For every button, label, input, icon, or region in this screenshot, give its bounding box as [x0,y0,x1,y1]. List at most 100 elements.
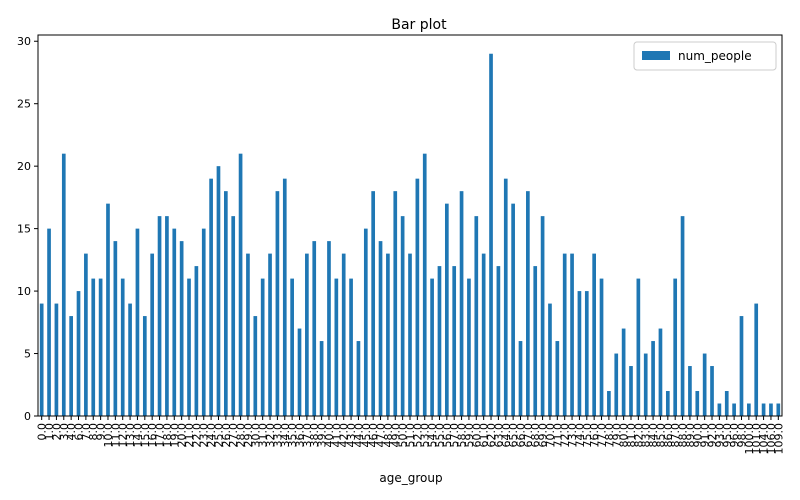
x-tick-label: 77.0 [596,423,609,448]
bar [599,278,604,416]
x-tick-label: 14.0 [131,423,144,448]
bar [629,366,633,416]
bar [238,153,243,417]
y-tick-label: 5 [24,348,31,361]
bar [548,303,552,416]
x-tick-label: 3.0 [58,423,71,441]
bar [106,203,110,416]
x-tick-label: 41.0 [330,423,343,448]
bar [349,278,353,416]
bar [776,403,781,416]
chart-title: Bar plot [391,17,447,33]
x-tick-label: 27.0 [227,423,240,448]
x-tick-label: 101.0 [750,423,763,455]
bar [209,178,213,416]
x-tick-label: 4.0 [65,423,78,441]
x-tick-label: 25.0 [212,423,225,448]
bar [724,391,729,416]
bar [717,403,722,416]
bar [54,303,59,416]
x-tick-label: 55.0 [433,423,446,448]
bar [341,253,346,416]
x-axis-label: age_group [379,471,442,485]
bar [437,266,442,416]
x-tick-label: 46.0 [367,423,380,448]
bar [378,241,383,416]
bar [319,341,324,416]
x-tick-label: 28.0 [235,423,248,448]
x-tick-label: 64.0 [500,423,513,448]
bar [224,191,228,416]
bar [327,241,331,416]
x-tick-label: 62.0 [485,423,498,448]
x-tick-label: 49.0 [389,423,402,448]
bar [526,191,530,416]
x-tick-label: 39.0 [316,423,329,448]
bar [584,291,589,416]
bar [673,278,678,416]
bar [467,278,471,416]
bar [643,353,648,416]
bar [555,341,560,416]
bar [496,266,501,416]
bar [518,341,523,416]
bar [651,341,655,416]
x-tick-label: 17.0 [154,423,167,448]
bar [577,291,582,416]
bar [607,391,611,416]
bar [231,216,236,416]
bar [688,366,692,416]
bar [290,278,294,416]
bar [69,316,73,416]
y-tick-label: 25 [17,98,31,111]
x-tick-label: 70.0 [544,423,557,448]
bar [305,253,309,416]
bar [400,216,405,416]
x-tick-label: 54.0 [426,423,439,448]
x-tick-label: 91.0 [699,423,712,448]
bar [386,253,390,416]
x-tick-label: 79.0 [610,423,623,448]
x-tick-label: 10.0 [102,423,115,448]
x-tick-label: 24.0 [205,423,218,448]
x-tick-label: 85.0 [654,423,667,448]
bar [98,278,103,416]
x-tick-label: 34.0 [279,423,292,448]
bar [165,216,169,416]
x-tick-label: 21.0 [183,423,196,448]
x-tick-label: 95.0 [721,423,734,448]
y-tick-label: 0 [24,410,31,423]
bar [415,178,420,416]
bar [658,328,663,416]
bar [702,353,707,416]
bar [393,191,398,416]
bar [61,153,66,417]
bar [695,391,700,416]
x-tick-label: 60.0 [470,423,483,448]
bar [732,403,736,416]
x-tick-label: 75.0 [581,423,594,448]
x-tick-label: 72.0 [559,423,572,448]
x-tick-label: 45.0 [360,423,373,448]
bar [253,316,258,416]
bar [710,366,714,416]
x-tick-label: 2.0 [50,423,63,441]
x-tick-label: 66.0 [514,423,527,448]
bar [422,153,427,417]
x-tick-label: 89.0 [684,423,697,448]
bar [47,228,51,416]
bar [282,178,287,416]
x-tick-label: 47.0 [375,423,388,448]
bar [474,216,479,416]
x-tick-label: 82.0 [632,423,645,448]
x-tick-label: 78.0 [603,423,616,448]
x-tick-label: 38.0 [308,423,321,448]
bar [430,278,434,416]
plot-frame [37,34,783,417]
x-tick-label: 12.0 [117,423,130,448]
bar [562,253,567,416]
x-tick-label: 73.0 [566,423,579,448]
x-tick-label: 13.0 [124,423,137,448]
x-tick-label: 68.0 [529,423,542,448]
x-tick-label: 109.0 [772,423,785,455]
